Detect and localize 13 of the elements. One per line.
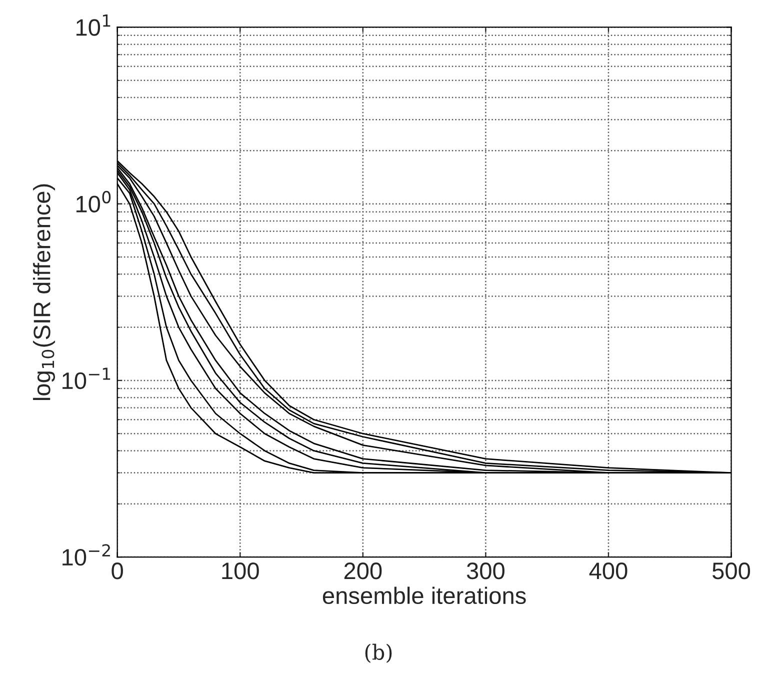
x-tick-label: 500 — [712, 562, 750, 580]
y-tick-label: 10$^{−2}$ — [62, 544, 110, 566]
x-tick-label: 400 — [589, 562, 628, 580]
y-tick-label: 10$^{1}$ — [76, 14, 110, 36]
y-tick-label: 10$^{0}$ — [76, 190, 111, 212]
x-tick-label: 200 — [344, 562, 382, 580]
x-tick-label: 300 — [466, 562, 504, 580]
x-tick-label: 100 — [222, 562, 259, 580]
y-tick-label: 10$^{−1}$ — [62, 368, 110, 390]
y-axis-title: log$_{10}$(SIR difference) — [33, 184, 56, 400]
text: (b) — [365, 644, 392, 663]
x-axis-title: ensemble iterations — [322, 586, 526, 604]
x-tick-label: 0 — [112, 562, 123, 580]
